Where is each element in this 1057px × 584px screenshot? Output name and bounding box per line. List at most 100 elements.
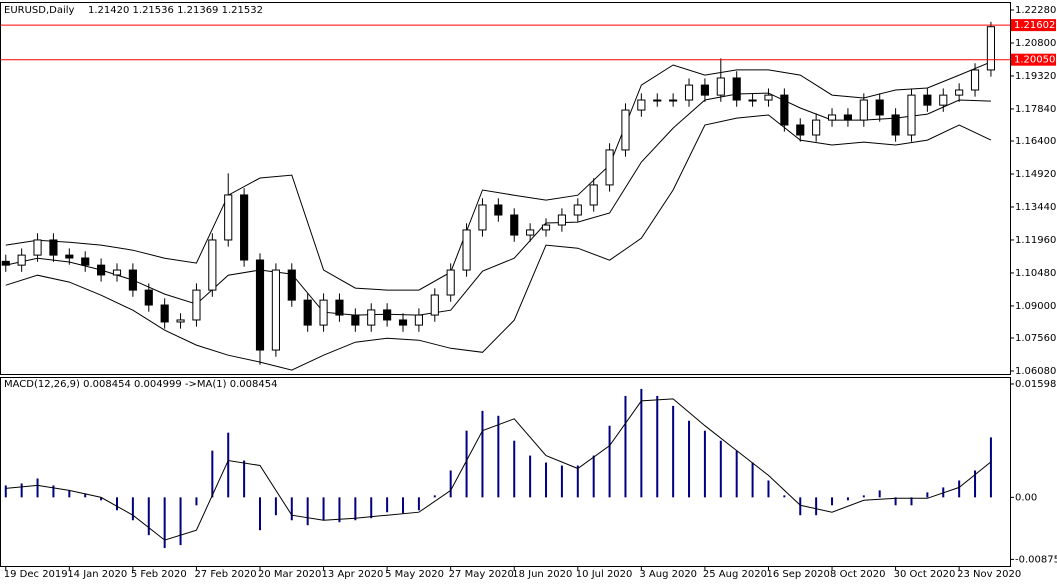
candle-body xyxy=(192,289,201,321)
candle-body xyxy=(462,229,471,271)
candle-body xyxy=(383,309,392,321)
macd-histogram-bar xyxy=(179,497,182,546)
candle-body xyxy=(287,269,296,301)
candle-body xyxy=(939,94,948,106)
macd-histogram-bar xyxy=(227,432,230,498)
y-tick-label: 1.09000 xyxy=(1015,301,1056,312)
candle-body xyxy=(986,26,996,71)
macd-histogram-bar xyxy=(274,497,277,516)
x-tick-label: 5 May 2020 xyxy=(385,569,444,580)
x-tick-label: 27 May 2020 xyxy=(449,569,514,580)
candle-body xyxy=(923,94,932,106)
chart-title: EURUSD,Daily xyxy=(4,5,75,16)
bollinger-middle xyxy=(5,92,991,316)
macd-histogram-bar xyxy=(68,490,71,498)
candle-body xyxy=(605,149,614,186)
candle-body xyxy=(827,114,837,121)
level-price-box xyxy=(1011,19,1056,32)
candle-body xyxy=(557,214,566,226)
macd-histogram-bar xyxy=(115,497,118,511)
candle-body xyxy=(637,99,646,111)
x-tick-label: 19 Dec 2019 xyxy=(4,569,68,580)
candle-body xyxy=(65,254,74,259)
macd-histogram-bar xyxy=(703,430,706,498)
candle-body xyxy=(955,89,964,96)
candle-body xyxy=(843,114,852,121)
candle-body xyxy=(351,314,360,326)
y-tick-label: 1.10480 xyxy=(1015,268,1056,279)
macd-histogram-bar xyxy=(767,480,770,498)
macd-histogram-bar xyxy=(624,395,627,498)
candle-body xyxy=(796,124,805,136)
macd-histogram-bar xyxy=(815,497,818,516)
macd-histogram-bar xyxy=(672,405,675,498)
ohlc-readout: 1.21420 1.21536 1.21369 1.21532 xyxy=(88,5,263,16)
candle-body xyxy=(541,224,551,231)
candle-body xyxy=(335,299,344,316)
macd-histogram-bar xyxy=(84,493,87,498)
macd-histogram-bar xyxy=(497,415,500,498)
candle-body xyxy=(573,204,582,216)
macd-histogram-bar xyxy=(36,478,39,498)
macd-histogram-bar xyxy=(545,462,548,498)
macd-histogram-bar xyxy=(974,470,977,498)
macd-histogram-bar xyxy=(846,497,849,501)
candle-body xyxy=(112,269,122,276)
x-tick-label: 3 Aug 2020 xyxy=(639,569,697,580)
macd-histogram-bar xyxy=(100,497,103,501)
candle-body xyxy=(764,94,773,101)
macd-histogram-bar xyxy=(306,497,309,526)
macd-histogram-bar xyxy=(147,497,150,536)
macd-histogram-bar xyxy=(354,497,357,521)
macd-histogram-bar xyxy=(783,495,786,498)
macd-histogram-bar xyxy=(831,497,834,506)
macd-histogram-bar xyxy=(958,480,961,498)
bollinger-lower xyxy=(5,114,992,371)
candle-body xyxy=(49,239,58,256)
macd-histogram-bar xyxy=(894,497,897,506)
candle-body xyxy=(240,194,249,261)
y-tick-label: 1.06080 xyxy=(1015,366,1056,377)
candle-body xyxy=(494,204,503,216)
y-tick-label: 1.14920 xyxy=(1015,169,1056,180)
candle-body xyxy=(144,289,153,306)
y-tick-label: 1.13440 xyxy=(1015,202,1056,213)
y-tick-label: 1.20800 xyxy=(1015,38,1056,49)
macd-histogram-bar xyxy=(560,465,563,498)
candle-body xyxy=(812,119,821,136)
x-tick-label: 27 Feb 2020 xyxy=(194,569,256,580)
candle-body xyxy=(367,309,376,326)
macd-histogram-bar xyxy=(290,497,293,521)
macd-histogram-bar xyxy=(640,388,643,498)
x-tick-label: 30 Oct 2020 xyxy=(894,569,956,580)
y-tick-label: 0.00 xyxy=(1015,492,1037,503)
candle-body xyxy=(128,269,137,291)
candle-body xyxy=(208,239,217,291)
macd-histogram-bar xyxy=(52,485,55,498)
candle-body xyxy=(1,260,10,266)
level-price-box xyxy=(1011,53,1056,66)
candle-body xyxy=(81,257,90,266)
y-tick-label: 1.11960 xyxy=(1015,235,1056,246)
candle-body xyxy=(446,269,455,296)
candle-body xyxy=(478,204,487,231)
macd-histogram-bar xyxy=(259,497,262,531)
macd-signal-line xyxy=(5,398,992,541)
macd-histogram-bar xyxy=(513,440,516,498)
macd-histogram-bar xyxy=(4,485,7,498)
macd-histogram-bar xyxy=(131,497,134,521)
candle-body xyxy=(526,229,535,236)
candle-body xyxy=(176,319,185,323)
macd-histogram-bar xyxy=(529,455,532,498)
candle-body xyxy=(684,84,694,101)
candle-body xyxy=(224,194,233,241)
candle-body xyxy=(271,269,280,351)
macd-histogram-bar xyxy=(243,460,246,498)
candle-body xyxy=(303,299,312,326)
macd-histogram-bar xyxy=(465,430,468,498)
y-tick-label: 1.22280 xyxy=(1015,5,1056,16)
y-tick-label: 0.015987 xyxy=(1015,379,1057,390)
level-price-label: 1.20050 xyxy=(1014,55,1055,66)
macd-histogram-bar xyxy=(402,497,405,514)
